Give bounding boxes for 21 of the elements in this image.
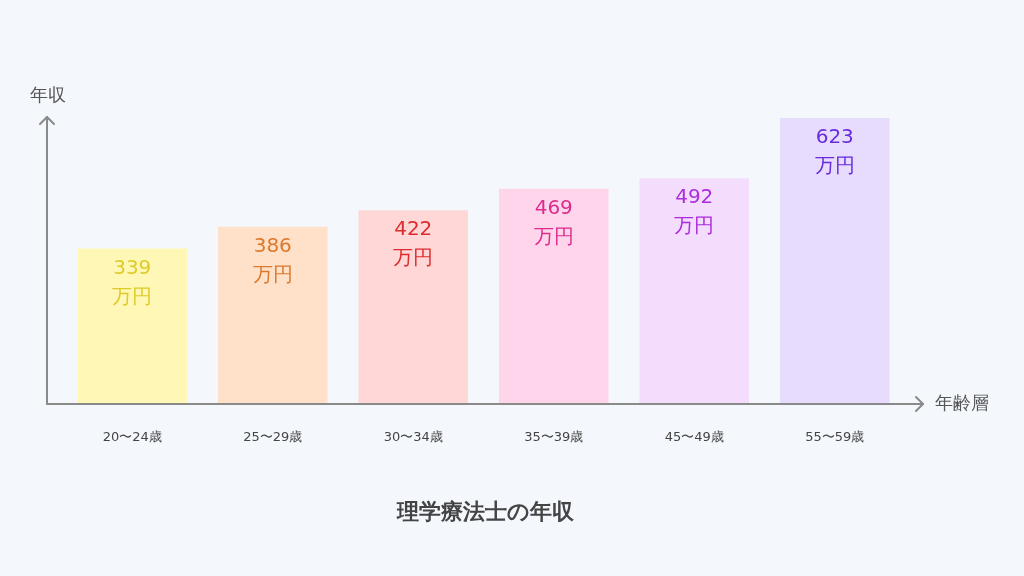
data-label: 386 万円 [252, 233, 293, 286]
bar [639, 178, 750, 404]
text: 理学療法士の年収 [395, 498, 575, 524]
x-tick-label: 35〜39歳 [524, 429, 584, 445]
data-label: 469 万円 [533, 194, 574, 248]
data-label: 623 万円 [814, 124, 855, 178]
data-label: 422 万円 [393, 216, 434, 270]
x-tick-label: 55〜59歳 [805, 429, 865, 445]
x-tick-label: 25〜29歳 [243, 429, 303, 445]
x-tick-label: 45〜49歳 [664, 429, 724, 445]
bar [77, 248, 188, 404]
bar [779, 118, 890, 404]
bar [498, 188, 609, 404]
x-tick-label: 30〜34歳 [383, 429, 443, 445]
data-label: 492 万円 [674, 184, 715, 238]
x-tick-label: 20〜24歳 [102, 429, 162, 445]
data-label: 339 万円 [112, 254, 153, 308]
x-axis-title: 年齢層 [935, 391, 989, 413]
bar [358, 210, 469, 404]
y-axis-title: 年収 [30, 83, 66, 105]
bar [217, 226, 328, 404]
